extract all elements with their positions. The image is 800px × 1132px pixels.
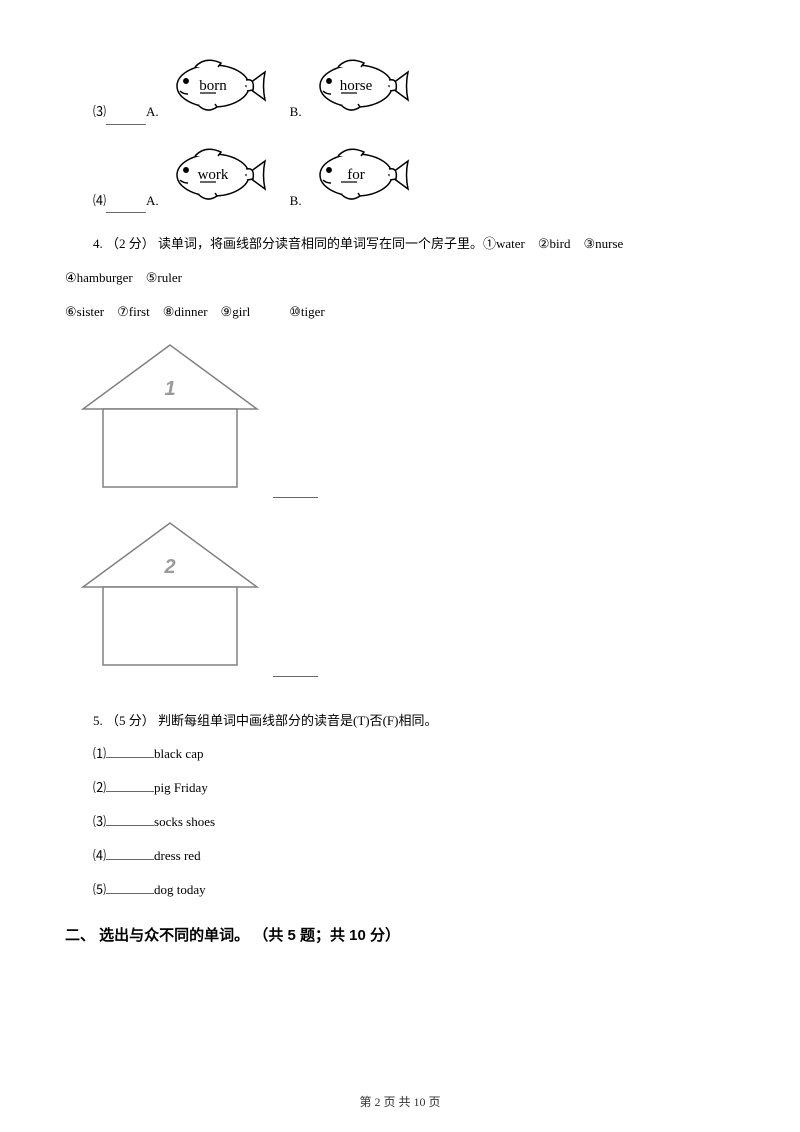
q5-item-num: ⑷ — [93, 848, 106, 863]
house-icon-1: 1 — [75, 339, 735, 503]
q4-num: ⑷ — [65, 189, 106, 214]
house1-blank[interactable] — [273, 497, 318, 498]
svg-text:for: for — [347, 167, 365, 183]
q5-item-text: black cap — [154, 746, 203, 761]
svg-text:work: work — [197, 167, 228, 183]
q5-item-1: ⑴ black cap — [65, 737, 735, 771]
q3-label-a: A. — [146, 100, 159, 125]
q3-option-row: ⑶ A. born B. horse — [65, 50, 735, 125]
q5-item-num: ⑶ — [93, 814, 106, 829]
q4-option-row: ⑷ A. work B. for — [65, 139, 735, 214]
house2-blank[interactable] — [273, 676, 318, 677]
q5-item-5: ⑸ dog today — [65, 873, 735, 907]
svg-text:1: 1 — [164, 378, 175, 400]
q5-item-4: ⑷ dress red — [65, 839, 735, 873]
q5-item-blank[interactable] — [106, 744, 154, 758]
q5-item-num: ⑸ — [93, 882, 106, 897]
svg-text:born: born — [199, 78, 227, 94]
house-icon-2: 2 — [75, 517, 735, 681]
q5-item-num: ⑴ — [93, 746, 106, 761]
fish-icon-work: work — [163, 139, 268, 214]
q5-item-text: socks shoes — [154, 814, 215, 829]
q4-prefix: 4. （2 分） 读单词，将画线部分读音相同的单词写在同一个房子里。①water… — [65, 227, 735, 261]
house-2-container: 2 — [65, 517, 735, 681]
q4-label-a: A. — [146, 189, 159, 214]
q3-label-b: B. — [290, 100, 302, 125]
q5-item-blank[interactable] — [106, 778, 154, 792]
q5-item-2: ⑵ pig Friday — [65, 771, 735, 805]
q3-blank[interactable] — [106, 111, 146, 125]
q5-item-3: ⑶ socks shoes — [65, 805, 735, 839]
q5-item-text: dog today — [154, 882, 206, 897]
q5-header: 5. （5 分） 判断每组单词中画线部分的读音是(T)否(F)相同。 — [65, 704, 735, 738]
fish-icon-born: born — [163, 50, 268, 125]
fish-icon-for: for — [306, 139, 411, 214]
house-1-container: 1 — [65, 339, 735, 503]
section-2-heading: 二、 选出与众不同的单词。 （共 5 题；共 10 分） — [65, 922, 735, 951]
q5-item-num: ⑵ — [93, 780, 106, 795]
svg-text:2: 2 — [163, 556, 175, 578]
q3-num: ⑶ — [65, 100, 106, 125]
q4-label-b: B. — [290, 189, 302, 214]
q5-item-blank[interactable] — [106, 812, 154, 826]
q5-item-blank[interactable] — [106, 846, 154, 860]
q5-items: ⑴ black cap ⑵ pig Friday ⑶ socks shoes ⑷ dress … — [65, 737, 735, 906]
q4-blank-opt[interactable] — [106, 199, 146, 213]
fish-icon-horse: horse — [306, 50, 411, 125]
q4-line3: ⑥sister ⑦first ⑧dinner ⑨girl ⑩tiger — [65, 295, 735, 329]
q5-item-blank[interactable] — [106, 880, 154, 894]
page-footer: 第 2 页 共 10 页 — [0, 1091, 800, 1114]
q5-item-text: dress red — [154, 848, 201, 863]
q5-item-text: pig Friday — [154, 780, 208, 795]
q4-line2: ④hamburger ⑤ruler — [65, 261, 735, 295]
svg-text:horse: horse — [339, 78, 372, 94]
